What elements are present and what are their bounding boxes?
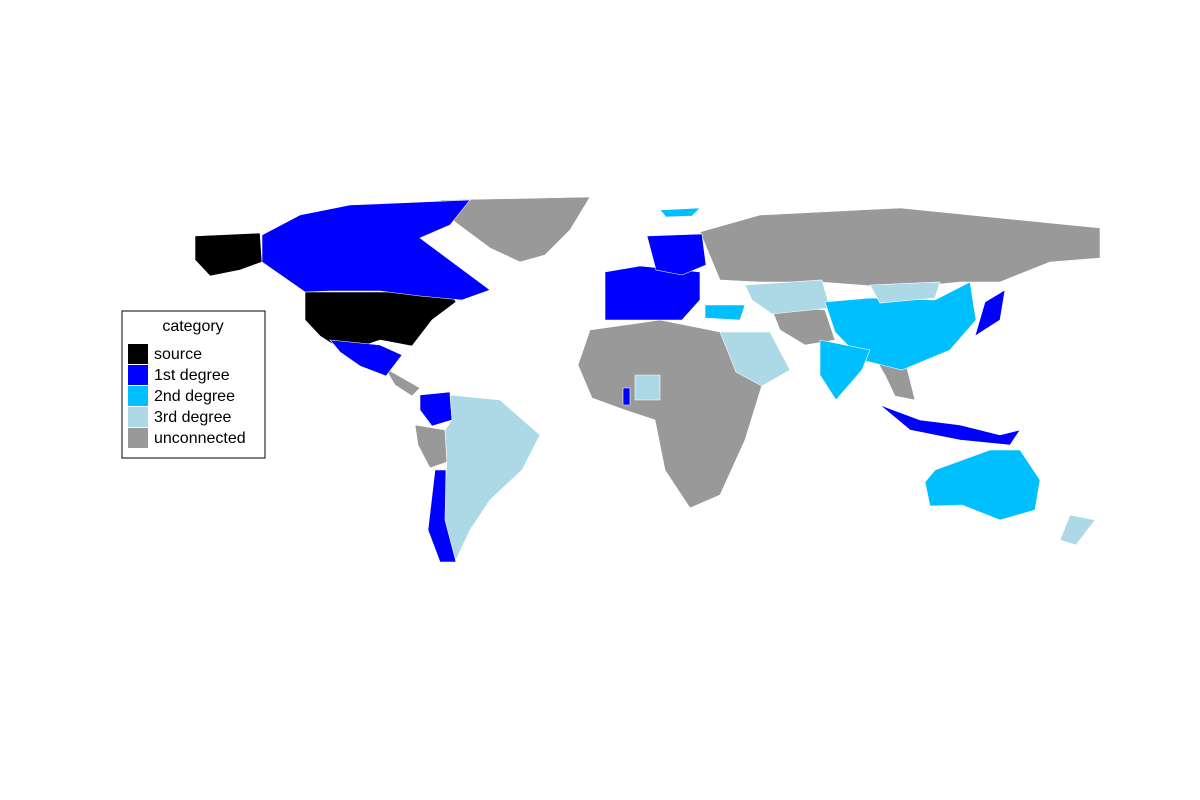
region — [879, 404, 1021, 446]
region — [304, 291, 457, 353]
legend-label: unconnected — [154, 430, 246, 447]
legend-label: 2nd degree — [154, 388, 235, 405]
region — [659, 207, 701, 218]
region — [869, 281, 941, 304]
region — [622, 387, 631, 406]
legend: category source 1st degree 2nd degree 3rd d… — [121, 310, 266, 459]
legend-swatch — [128, 407, 148, 427]
region — [194, 232, 263, 277]
region — [646, 233, 707, 276]
legend-swatch — [128, 428, 148, 448]
legend-label: 1st degree — [154, 367, 230, 384]
region — [719, 331, 791, 387]
legend-title: category — [162, 318, 223, 335]
region — [924, 449, 1041, 521]
region — [414, 424, 448, 469]
region — [819, 339, 871, 401]
legend-swatch — [128, 386, 148, 406]
region — [441, 394, 541, 563]
region — [419, 391, 453, 427]
world-map — [194, 196, 1101, 563]
region — [704, 304, 746, 321]
region — [634, 374, 661, 401]
legend-label: source — [154, 346, 202, 363]
region — [604, 265, 701, 321]
region — [329, 339, 403, 377]
legend-swatch — [128, 344, 148, 364]
region — [1059, 514, 1096, 546]
region — [427, 469, 457, 563]
region — [439, 196, 591, 263]
region — [699, 207, 1101, 289]
legend-swatch — [128, 365, 148, 385]
legend-label: 3rd degree — [154, 409, 231, 426]
region — [974, 289, 1006, 337]
region — [261, 199, 491, 301]
region — [384, 367, 421, 397]
region — [744, 279, 831, 315]
